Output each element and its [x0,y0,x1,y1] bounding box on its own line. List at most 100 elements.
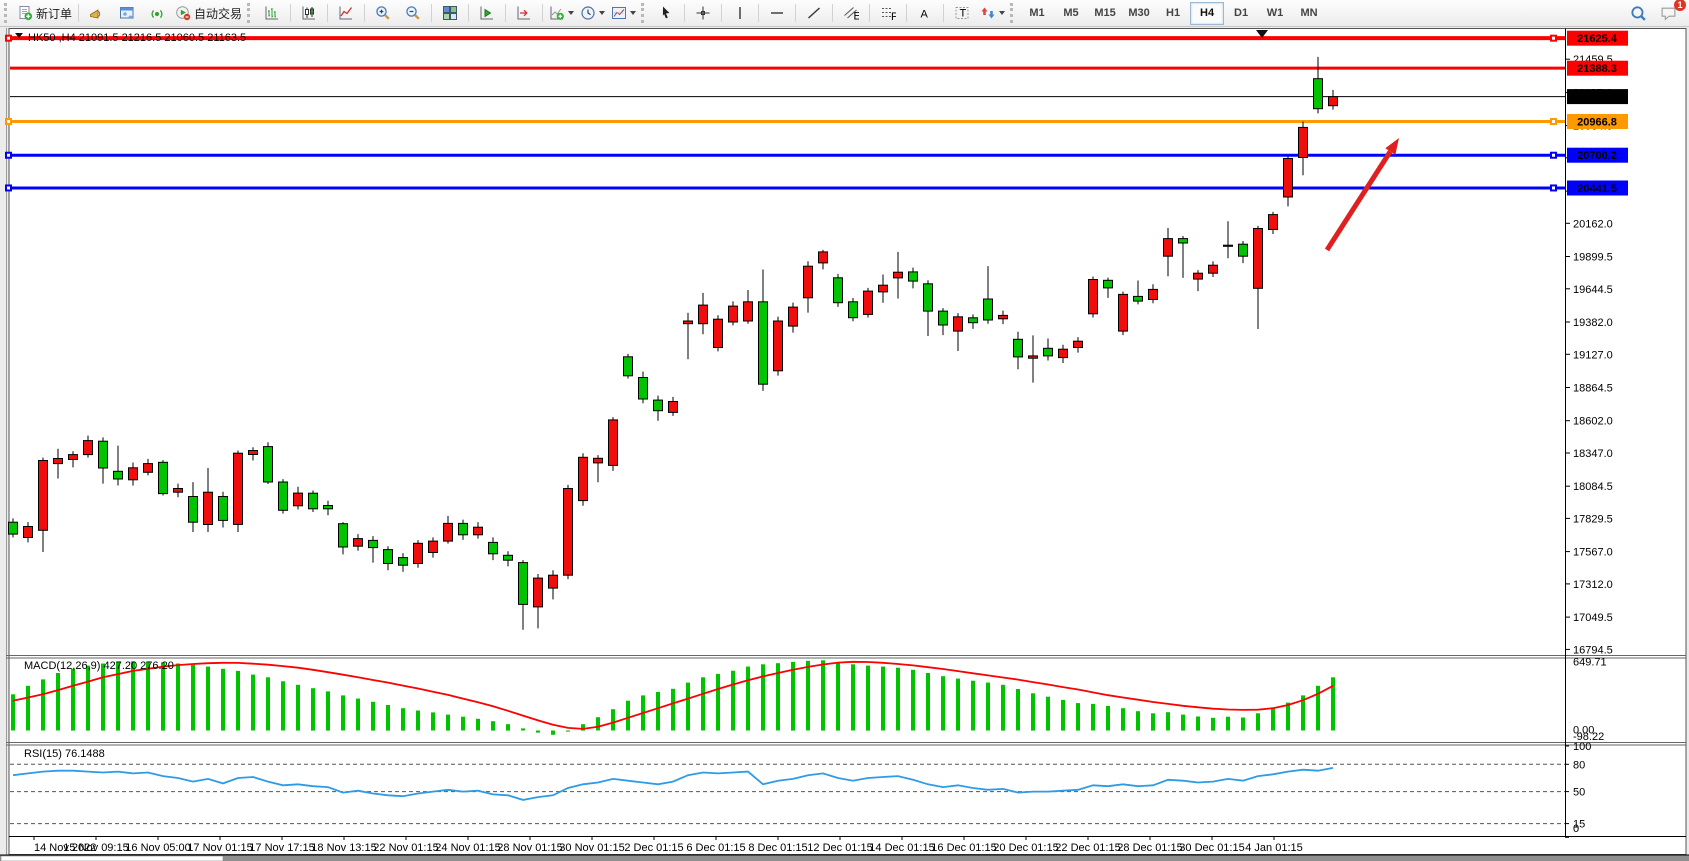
chevron-down-icon [999,11,1006,15]
indicators-button[interactable] [546,1,577,26]
macd-histogram-bar [266,677,270,731]
toolbar-grip[interactable] [247,3,253,23]
candle [878,274,888,303]
price-tick-label: 19899.5 [1573,252,1613,264]
line-handle-left[interactable] [5,34,12,42]
arrows-button[interactable] [977,1,1008,26]
time-tick-label: 14 Dec 01:15 [869,842,934,854]
line-handle-right[interactable] [1550,184,1557,192]
timeframe-button-h4[interactable]: H4 [1190,1,1225,25]
fast-navigation-box[interactable] [0,855,224,861]
toolbar-grip[interactable] [1010,3,1016,23]
candle [518,560,528,630]
chart-shift-marker[interactable] [1256,30,1268,38]
chat-button[interactable]: 1 [1653,0,1686,26]
news-alert-button[interactable] [82,1,112,26]
macd-histogram-bar [1301,695,1305,731]
crosshair-button[interactable] [688,1,718,26]
text-button[interactable]: A [910,1,940,26]
signals-button[interactable] [142,1,172,26]
macd-indicator [11,660,1335,735]
macd-histogram-bar [86,665,90,731]
zoom-out-button[interactable] [398,1,428,26]
line-handle-left[interactable] [5,117,12,125]
macd-histogram-bar [536,730,540,733]
line-handle-right[interactable] [1550,34,1557,42]
chart-canvas[interactable]: 21459.521197.020934.520679.520417.020162… [0,27,1689,861]
autotrade-icon [176,6,191,21]
cursor-button[interactable] [651,1,681,26]
toolbar-grip[interactable] [4,3,10,23]
candle [218,491,228,528]
svg-text:A: A [921,9,929,21]
price-tick-label: 20162.0 [1573,218,1613,230]
channel-button[interactable]: E [836,1,866,26]
time-tick-label: 12 Dec 01:15 [807,842,872,854]
macd-histogram-bar [116,661,120,731]
fibonacci-button[interactable]: F [873,1,903,26]
macd-histogram-bar [566,730,570,732]
text-label-button[interactable]: T [947,1,977,26]
templates-button[interactable] [608,1,639,26]
symbol-dropdown-icon[interactable] [15,33,23,38]
line-chart-button[interactable] [331,1,361,26]
macd-histogram-bar [596,717,600,731]
toolbar-separator [327,4,329,22]
candles-icon [302,6,316,20]
macd-histogram-bar [1046,696,1050,731]
line-handle-right[interactable] [1550,117,1557,125]
candle [848,297,858,322]
new-order-button[interactable]: 新订单 [14,1,75,26]
periods-button[interactable] [577,1,608,26]
bar-chart-button[interactable] [257,1,287,26]
candle [728,301,738,326]
macd-histogram-bar [716,673,720,731]
macd-histogram-bar [1316,685,1320,731]
svg-text:20700.2: 20700.2 [1577,150,1617,162]
svg-text:20441.5: 20441.5 [1577,183,1617,195]
macd-histogram-bar [281,681,285,731]
chart-shift-button[interactable] [509,1,539,26]
timeframe-button-mn[interactable]: MN [1300,7,1318,19]
timeframe-button-m30[interactable]: M30 [1128,7,1150,19]
auto-scroll-button[interactable] [472,1,502,26]
macd-histogram-bar [1196,716,1200,731]
price-badge: 21163.5 [1567,89,1628,105]
candle [278,479,288,514]
price-badge: 21625.4 [1567,30,1628,46]
chevron-down-icon [568,11,575,15]
channel-icon: E [844,7,859,21]
horizontal-line-button[interactable] [762,1,792,26]
market-watch-button[interactable] [112,1,142,26]
timeframe-button-h1[interactable]: H1 [1166,7,1181,19]
price-tick-label: 18347.0 [1573,448,1613,460]
candle [968,314,978,329]
timeframe-button-m15[interactable]: M15 [1094,7,1116,19]
macd-histogram-bar [986,682,990,731]
macd-histogram-bar [56,673,60,731]
vertical-line-button[interactable] [725,1,755,26]
toolbar-grip[interactable] [641,3,647,23]
timeframe-button-d1[interactable]: D1 [1234,7,1249,19]
price-tick-label: 19127.0 [1573,349,1613,361]
timeframe-button-m5[interactable]: M5 [1063,7,1079,19]
macd-histogram-bar [341,695,345,731]
trendline-button[interactable] [799,1,829,26]
macd-histogram-bar [176,663,180,731]
timeframe-button-m1[interactable]: M1 [1029,7,1045,19]
line-handle-left[interactable] [5,184,12,192]
macd-histogram-bar [131,661,135,731]
line-handle-right[interactable] [1550,151,1557,159]
megaphone-icon [90,9,101,19]
candle [158,460,168,496]
autotrading-button[interactable]: 自动交易 [172,1,245,26]
zoom-in-button[interactable] [368,1,398,26]
macd-histogram-bar [896,667,900,731]
search-button[interactable] [1623,1,1653,26]
arrow-annotation[interactable] [1324,138,1399,252]
candle-chart-button[interactable] [294,1,324,26]
tile-windows-button[interactable] [435,1,465,26]
clock-icon [581,6,595,20]
line-handle-left[interactable] [5,151,12,159]
timeframe-button-w1[interactable]: W1 [1266,7,1284,19]
